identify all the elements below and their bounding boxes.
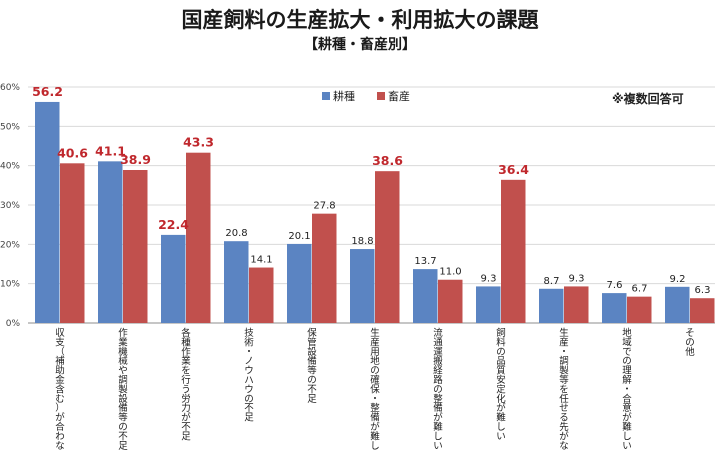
data-label: 9.3 bbox=[569, 273, 585, 284]
data-label: 11.0 bbox=[439, 267, 461, 278]
bar-series-2 bbox=[627, 297, 652, 323]
bar-series-2 bbox=[690, 298, 715, 323]
category-label: 流通運搬経路の整備が難しい bbox=[433, 327, 443, 451]
category-labels: 収支（補助金含む）が合わない 作業機械や調製設備等の不足 各種作業を行う労力が不足 技… bbox=[55, 327, 695, 451]
data-label: 38.6 bbox=[372, 153, 403, 168]
bar-series-1 bbox=[413, 269, 438, 323]
data-label: 14.1 bbox=[250, 255, 272, 266]
data-label: 43.3 bbox=[183, 135, 214, 150]
bar-series-1 bbox=[287, 244, 312, 323]
category-label: 技術・ノウハウの不足 bbox=[244, 327, 254, 424]
data-label: 18.8 bbox=[351, 236, 373, 247]
data-label: 38.9 bbox=[120, 152, 151, 167]
y-tick-label: 30% bbox=[0, 201, 20, 211]
multiple-answers-note: ※複数回答可 bbox=[612, 91, 684, 106]
legend-swatch-series-2 bbox=[377, 92, 385, 100]
y-tick-label: 10% bbox=[0, 280, 20, 290]
y-tick-label: 20% bbox=[0, 240, 20, 250]
y-tick-label: 50% bbox=[0, 122, 20, 132]
data-label: 40.6 bbox=[57, 145, 88, 160]
bar-series-2 bbox=[312, 214, 337, 323]
data-label: 8.7 bbox=[544, 276, 560, 287]
bar-series-2 bbox=[501, 180, 526, 323]
data-label: 56.2 bbox=[32, 84, 63, 99]
category-label: 保管設備等の不足 bbox=[307, 327, 317, 405]
category-label: 収支（補助金含む）が合わない bbox=[55, 327, 65, 451]
data-label: 9.2 bbox=[670, 274, 686, 285]
bar-series-1 bbox=[161, 235, 186, 323]
category-label: 各種作業を行う労力が不足 bbox=[181, 327, 191, 442]
data-label: 9.3 bbox=[481, 273, 497, 284]
data-label: 36.4 bbox=[498, 162, 529, 177]
bar-chart: 0%10%20%30%40%50%60% 56.241.122.420.8 20.… bbox=[0, 0, 720, 451]
category-label: 生産用地の確保・整備が難しい bbox=[370, 327, 380, 451]
bar-series-2 bbox=[564, 286, 589, 323]
bar-series-1 bbox=[602, 293, 627, 323]
data-label: 20.8 bbox=[225, 228, 247, 239]
bar-series-2 bbox=[438, 280, 463, 323]
bar-series-1 bbox=[98, 161, 123, 323]
bar-series-2 bbox=[123, 170, 148, 323]
category-label: 地域での理解・合意が難しい bbox=[622, 327, 632, 451]
data-label: 13.7 bbox=[414, 256, 436, 267]
bar-series-1 bbox=[35, 102, 60, 323]
bar-series-2 bbox=[375, 171, 400, 323]
y-tick-label: 60% bbox=[0, 83, 20, 93]
bar-series-2 bbox=[186, 153, 211, 323]
data-label: 6.3 bbox=[695, 285, 711, 296]
y-axis-ticks: 0% 10% 20% 30% 40% 50% 60% bbox=[0, 83, 20, 329]
category-label: 作業機械や調製設備等の不足 bbox=[118, 327, 128, 451]
data-label: 22.4 bbox=[158, 217, 189, 232]
bar-series-1 bbox=[476, 286, 501, 323]
data-label: 6.7 bbox=[632, 284, 648, 295]
data-label: 7.6 bbox=[607, 280, 623, 291]
y-tick-label: 0% bbox=[6, 319, 21, 329]
bar-series-1 bbox=[350, 249, 375, 323]
legend-label-series-2: 畜産 bbox=[388, 89, 410, 103]
legend: 耕種 畜産 bbox=[322, 89, 410, 103]
legend-label-series-1: 耕種 bbox=[333, 89, 355, 103]
data-label: 20.1 bbox=[288, 231, 310, 242]
y-tick-label: 40% bbox=[0, 162, 20, 172]
bar-series-2 bbox=[249, 268, 274, 323]
bar-series-1 bbox=[224, 241, 249, 323]
legend-swatch-series-1 bbox=[322, 92, 330, 100]
data-label: 27.8 bbox=[313, 201, 335, 212]
category-label: 飼料の品質安定化が難しい bbox=[496, 327, 506, 442]
category-label: その他 bbox=[685, 328, 695, 358]
category-label: 生産・調製等を任せる先がない bbox=[559, 327, 569, 451]
bar-series-1 bbox=[665, 287, 690, 323]
bar-series-1 bbox=[539, 289, 564, 323]
bar-series-2 bbox=[60, 163, 85, 323]
